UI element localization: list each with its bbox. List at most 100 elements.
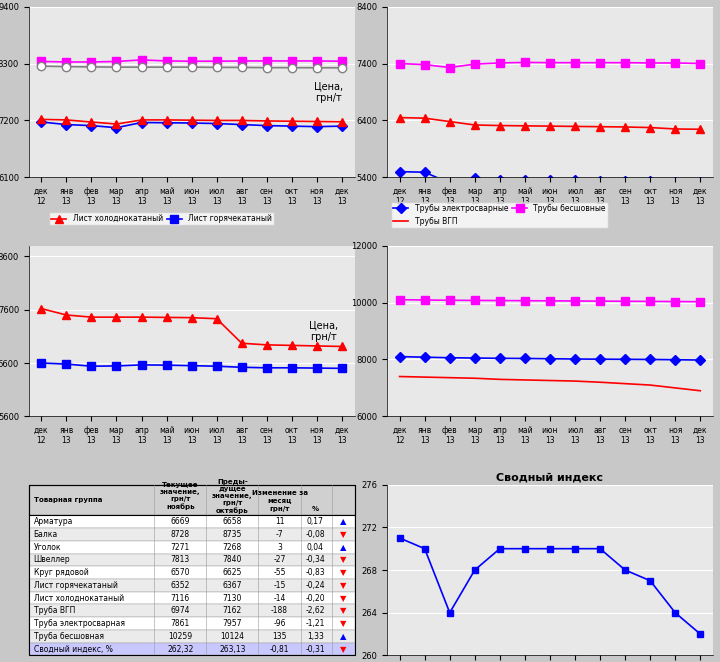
Трубы электросварные [495, 354, 504, 362]
Балка двутавровая [238, 57, 246, 65]
Арматура [138, 118, 146, 126]
Катанка [696, 178, 705, 186]
Line: Трубы электросварные: Трубы электросварные [396, 353, 703, 363]
Text: 7271: 7271 [171, 543, 190, 551]
Полоса [470, 60, 479, 68]
Катанка [446, 179, 454, 187]
Уголок [187, 117, 196, 124]
Трубы электросварные [671, 355, 680, 363]
Уголок [212, 117, 221, 124]
Line: Трубы ВГП: Трубы ВГП [400, 377, 701, 391]
Трубы ВГП [671, 384, 680, 392]
Балка двутавровая [62, 58, 71, 66]
Арматура [112, 124, 121, 132]
Арматура [187, 119, 196, 127]
Text: Преды-
дущее
значение,
грн/т
октябрь: Преды- дущее значение, грн/т октябрь [212, 479, 253, 514]
Уголок [312, 117, 321, 125]
Катанка [470, 175, 479, 183]
Трубы бесшовные [646, 297, 654, 305]
Text: 7840: 7840 [222, 555, 242, 565]
Bar [29, 566, 354, 579]
Text: 6658: 6658 [222, 517, 242, 526]
Text: -14: -14 [274, 594, 286, 602]
Трубы электросварные [446, 354, 454, 361]
Арматура [87, 122, 96, 130]
Трубы электросварные [546, 355, 554, 363]
Балка двутавровая [312, 57, 321, 65]
Bar [29, 541, 354, 553]
Text: ▼: ▼ [340, 581, 346, 590]
Круг рядовой [521, 122, 529, 130]
Круг рядовой [395, 114, 404, 122]
Text: 6352: 6352 [171, 581, 190, 590]
Лист холоднокатаный [212, 314, 221, 322]
Text: ▼: ▼ [340, 594, 346, 602]
Круг рядовой [546, 122, 554, 130]
Text: -0,83: -0,83 [305, 568, 325, 577]
Text: -27: -27 [274, 555, 286, 565]
Арматура [238, 120, 246, 128]
Лист холоднокатаный [187, 314, 196, 322]
Text: 6625: 6625 [222, 568, 242, 577]
Text: -7: -7 [276, 530, 284, 539]
Title: Сводный индекс: Сводный индекс [497, 473, 603, 483]
Line: Арматура: Арматура [38, 118, 346, 131]
Балка двутавровая [138, 56, 146, 64]
Text: Товарная группа: Товарная группа [34, 497, 102, 503]
Line: Уголок: Уголок [37, 115, 346, 128]
Лист горячекатаный [263, 364, 271, 372]
Швеллер [238, 64, 246, 71]
Bar [29, 528, 354, 541]
Text: ▲: ▲ [340, 517, 346, 526]
Text: 10124: 10124 [220, 632, 244, 641]
Полоса [696, 60, 705, 68]
Лист холоднокатаный [87, 313, 96, 321]
Лист горячекатаный [312, 364, 321, 372]
Трубы бесшовные [470, 297, 479, 305]
Text: ▲: ▲ [340, 543, 346, 551]
Text: -0,31: -0,31 [305, 645, 325, 653]
Полоса [495, 59, 504, 67]
Text: 262,32: 262,32 [167, 645, 194, 653]
Лист холоднокатаный [238, 340, 246, 348]
Text: -55: -55 [274, 568, 286, 577]
Лист холоднокатаный [162, 313, 171, 321]
Швеллер [263, 64, 271, 71]
Балка двутавровая [112, 58, 121, 66]
Швеллер [338, 64, 346, 71]
Швеллер [162, 63, 171, 71]
Уголок [37, 115, 45, 123]
Text: 6669: 6669 [171, 517, 190, 526]
Лист горячекатаный [287, 364, 296, 372]
Трубы ВГП [621, 380, 629, 388]
Трубы бесшовные [595, 297, 604, 305]
Text: 7268: 7268 [222, 543, 242, 551]
Швеллер [312, 64, 321, 71]
Катанка [521, 176, 529, 184]
Text: 7813: 7813 [171, 555, 190, 565]
Text: ▼: ▼ [340, 530, 346, 539]
Трубы бесшовные [446, 297, 454, 305]
Трубы электросварные [470, 354, 479, 362]
Уголок [138, 116, 146, 124]
Катанка [646, 177, 654, 185]
Круг рядовой [571, 122, 580, 130]
Трубы ВГП [495, 375, 504, 383]
Полоса [521, 58, 529, 66]
Text: -2,62: -2,62 [306, 606, 325, 616]
Трубы электросварные [420, 354, 429, 361]
Полоса [420, 61, 429, 69]
Трубы электросварные [621, 355, 629, 363]
Text: -15: -15 [274, 581, 286, 590]
Швеллер [287, 64, 296, 71]
Text: 10259: 10259 [168, 632, 192, 641]
Line: Швеллер: Швеллер [37, 62, 346, 72]
Трубы ВГП [595, 378, 604, 386]
Швеллер [112, 63, 121, 71]
Трубы бесшовные [571, 297, 580, 305]
Line: Трубы бесшовные: Трубы бесшовные [395, 295, 704, 306]
Text: -0,34: -0,34 [305, 555, 325, 565]
Трубы ВГП [696, 387, 705, 395]
Балка двутавровая [187, 57, 196, 65]
Круг рядовой [595, 122, 604, 130]
